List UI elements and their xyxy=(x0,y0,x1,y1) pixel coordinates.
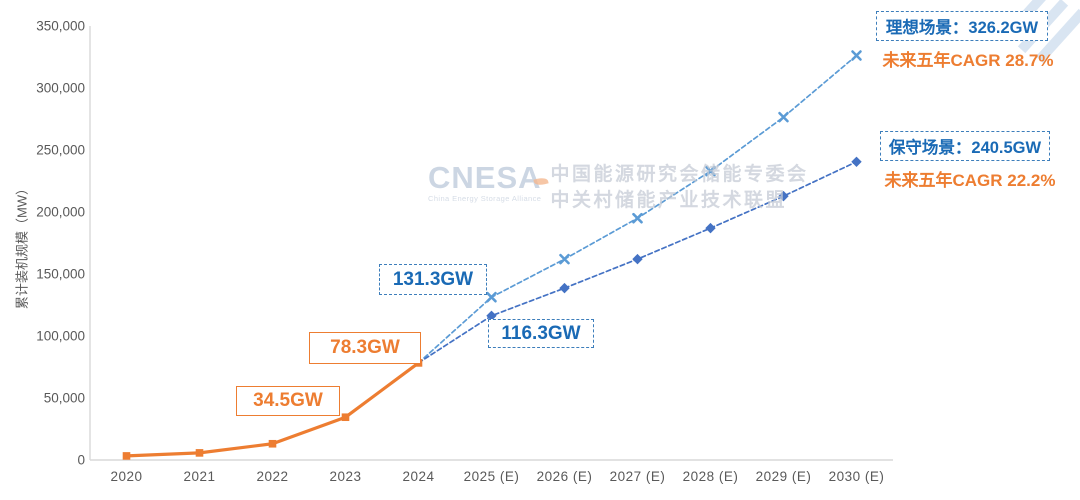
callout-2024-value: 78.3GW xyxy=(309,332,421,364)
x-tick-label: 2029 (E) xyxy=(755,469,812,484)
x-tick-label: 2021 xyxy=(183,469,216,484)
y-tick-label: 100,000 xyxy=(36,328,85,344)
x-tick-label: 2020 xyxy=(110,469,143,484)
ideal-cagr-label: 未来五年CAGR 28.7% xyxy=(882,51,1054,70)
conservative-scenario-box: 保守场景：240.5GW xyxy=(880,131,1050,161)
y-tick-label: 250,000 xyxy=(36,142,85,158)
x-tick-label: 2022 xyxy=(256,469,289,484)
y-axis-title: 累计装机规模（MW） xyxy=(14,181,30,310)
y-tick-label: 300,000 xyxy=(36,80,85,96)
x-tick-label: 2025 (E) xyxy=(463,469,520,484)
y-tick-label: 0 xyxy=(77,452,85,468)
y-tick-label: 200,000 xyxy=(36,204,85,220)
conservative-cagr-label: 未来五年CAGR 22.2% xyxy=(884,171,1056,190)
callout-2023-value: 34.5GW xyxy=(236,386,340,416)
x-tick-label: 2030 (E) xyxy=(828,469,885,484)
y-tick-label: 350,000 xyxy=(36,18,85,34)
x-tick-label: 2027 (E) xyxy=(609,469,666,484)
x-tick-label: 2024 xyxy=(402,469,435,484)
x-tick-label: 2028 (E) xyxy=(682,469,739,484)
callout-conservative-2025-value: 116.3GW xyxy=(488,319,594,348)
x-tick-label: 2026 (E) xyxy=(536,469,593,484)
y-tick-label: 150,000 xyxy=(36,266,85,282)
ideal-scenario-box: 理想场景：326.2GW xyxy=(876,11,1048,41)
callout-ideal-2025-value: 131.3GW xyxy=(379,264,487,295)
x-tick-label: 2023 xyxy=(329,469,362,484)
y-tick-label: 50,000 xyxy=(43,390,85,406)
